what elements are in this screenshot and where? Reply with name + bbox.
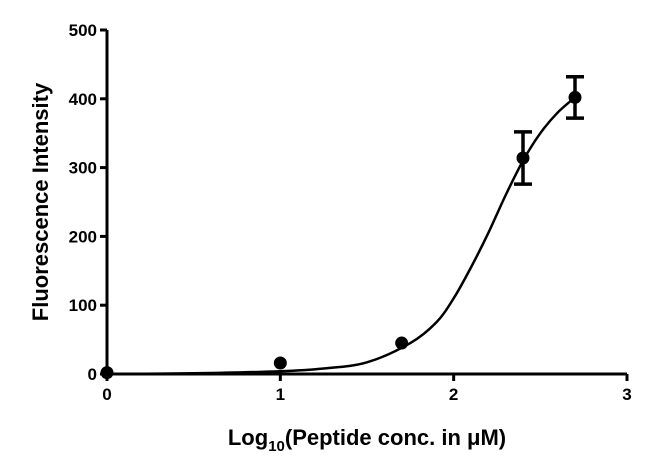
y-tick-label: 200 [69, 227, 97, 246]
x-tick-label: 0 [102, 385, 111, 404]
fit-curve [106, 96, 576, 376]
y-tick-label: 0 [88, 365, 97, 384]
x-axis-label: Log10(Peptide conc. in μM) [228, 425, 506, 455]
data-point [100, 366, 114, 380]
y-tick-label: 100 [69, 296, 97, 315]
x-tick-label: 1 [276, 385, 285, 404]
x-tick-label: 3 [622, 385, 631, 404]
y-tick-label: 400 [69, 90, 97, 109]
y-tick-label: 500 [69, 21, 97, 40]
x-label-rest: (Peptide conc. in μM) [285, 425, 506, 450]
y-axis-label: Fluorescence Intensity [28, 82, 53, 321]
x-tick-label: 2 [449, 385, 458, 404]
x-label-subscript: 10 [268, 438, 285, 455]
data-point [273, 356, 287, 370]
y-tick-label: 300 [69, 159, 97, 178]
x-label-base: Log [228, 425, 268, 450]
